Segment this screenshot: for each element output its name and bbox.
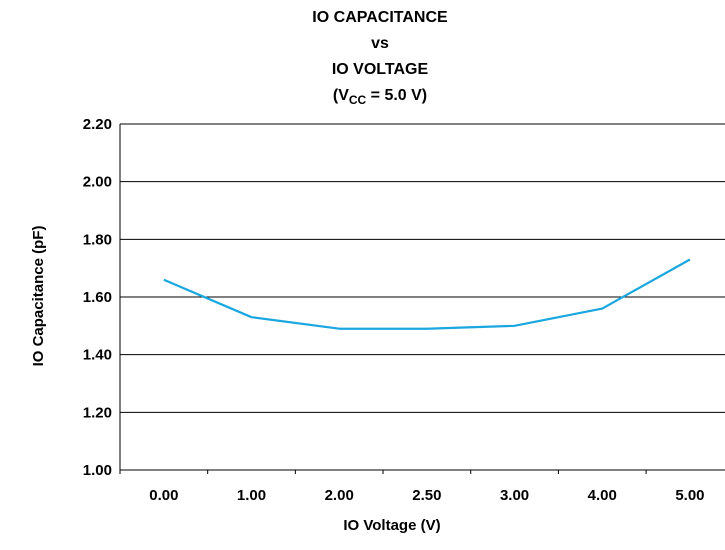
y-tick-label: 1.40 [83,347,112,364]
x-tick-label: 3.00 [500,487,529,504]
chart-title-line-1: IO CAPACITANCE [312,9,448,26]
x-axis-label: IO Voltage (V) [343,517,440,534]
y-axis-label: IO Capacitance (pF) [30,226,47,367]
x-tick-labels: 0.00 1.00 2.00 2.50 3.00 4.00 5.00 [149,487,704,504]
series-line [163,258,691,330]
y-tick-label: 2.20 [83,116,112,133]
series-layer [163,258,691,330]
y-tick-label: 1.60 [83,289,112,306]
axis-layer [119,124,725,474]
x-tick-label: 2.50 [412,487,441,504]
x-tick-label: 0.00 [149,487,178,504]
y-tick-label: 1.00 [83,462,112,479]
chart-subtitle: (VCC = 5.0 V) [120,86,640,110]
y-tick-label: 2.00 [83,174,112,191]
x-tick-label: 2.00 [325,487,354,504]
y-tick-label: 1.80 [83,231,112,248]
subtitle-subscript: CC [348,93,367,107]
subtitle-prefix: (V [332,87,349,104]
grid-layer [120,123,725,471]
x-tick-label: 5.00 [675,487,704,504]
chart-title-line-3: IO VOLTAGE [331,61,429,78]
subtitle-suffix: = 5.0 V) [366,87,428,104]
x-tick-label: 1.00 [237,487,266,504]
x-tick-label: 4.00 [588,487,617,504]
chart-title-line-2: vs [371,35,389,52]
y-tick-labels: 1.00 1.20 1.40 1.60 1.80 2.00 2.20 [83,116,112,479]
y-tick-label: 1.20 [83,404,112,421]
